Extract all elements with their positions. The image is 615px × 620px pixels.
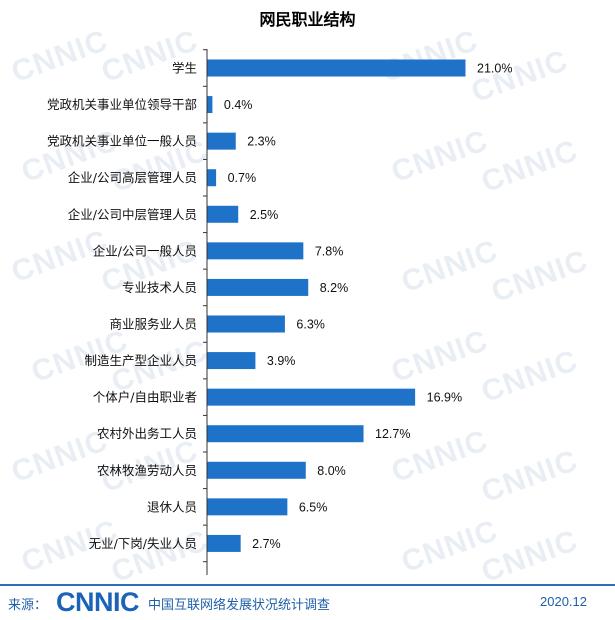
category-label: 农林牧渔劳动人员 bbox=[97, 463, 197, 478]
bar bbox=[207, 498, 288, 516]
category-label: 无业/下岗/失业人员 bbox=[89, 536, 197, 551]
bar bbox=[207, 242, 304, 260]
category-label: 商业服务业人员 bbox=[109, 317, 197, 332]
data-label: 8.2% bbox=[320, 281, 349, 295]
bar bbox=[207, 169, 217, 187]
data-label: 0.4% bbox=[224, 98, 253, 112]
bar bbox=[207, 534, 241, 552]
footer-divider bbox=[0, 584, 615, 586]
category-label: 党政机关事业单位领导干部 bbox=[47, 97, 197, 112]
category-label: 制造生产型企业人员 bbox=[84, 353, 197, 368]
bar bbox=[207, 205, 239, 223]
category-label: 党政机关事业单位一般人员 bbox=[47, 134, 197, 149]
data-label: 16.9% bbox=[427, 391, 462, 405]
data-label: 6.3% bbox=[296, 318, 325, 332]
data-label: 2.5% bbox=[250, 208, 279, 222]
bar-chart: 学生 21.0% 党政机关事业单位领导干部 0.4% 党政机关事业单位一般人员 2.3% 企… bbox=[47, 49, 512, 575]
data-label: 7.8% bbox=[315, 244, 344, 258]
bar bbox=[207, 388, 416, 406]
bar bbox=[207, 352, 256, 370]
footer: 来源： CNNIC 中国互联网络发展状况统计调查 2020.12 bbox=[0, 584, 615, 620]
report-date: 2020.12 bbox=[540, 594, 587, 609]
data-label: 2.3% bbox=[247, 135, 276, 149]
bar bbox=[207, 315, 285, 333]
data-label: 12.7% bbox=[375, 427, 410, 441]
category-label: 个体户/自由职业者 bbox=[93, 390, 197, 405]
bar bbox=[207, 461, 306, 479]
data-label: 8.0% bbox=[317, 464, 346, 478]
data-label: 0.7% bbox=[228, 171, 257, 185]
category-label: 学生 bbox=[172, 61, 197, 76]
source-label: 来源： bbox=[8, 598, 48, 613]
data-label: 6.5% bbox=[299, 500, 328, 514]
bar bbox=[207, 425, 364, 443]
bar bbox=[207, 96, 213, 114]
category-label: 退休人员 bbox=[147, 499, 197, 514]
category-label: 企业/公司高层管理人员 bbox=[68, 170, 197, 185]
category-label: 企业/公司中层管理人员 bbox=[68, 207, 197, 222]
cnnic-logo: CNNIC bbox=[56, 587, 140, 617]
data-label: 2.7% bbox=[252, 537, 281, 551]
category-label: 企业/公司一般人员 bbox=[93, 243, 197, 258]
chart-title: 网民职业结构 bbox=[259, 10, 356, 29]
bar bbox=[207, 59, 466, 77]
bar bbox=[207, 278, 309, 296]
org-name: 中国互联网络发展状况统计调查 bbox=[148, 598, 331, 613]
data-label: 21.0% bbox=[477, 62, 512, 76]
category-label: 专业技术人员 bbox=[122, 280, 197, 295]
data-label: 3.9% bbox=[267, 354, 296, 368]
category-label: 农村外出务工人员 bbox=[97, 426, 197, 441]
bar bbox=[207, 132, 236, 150]
